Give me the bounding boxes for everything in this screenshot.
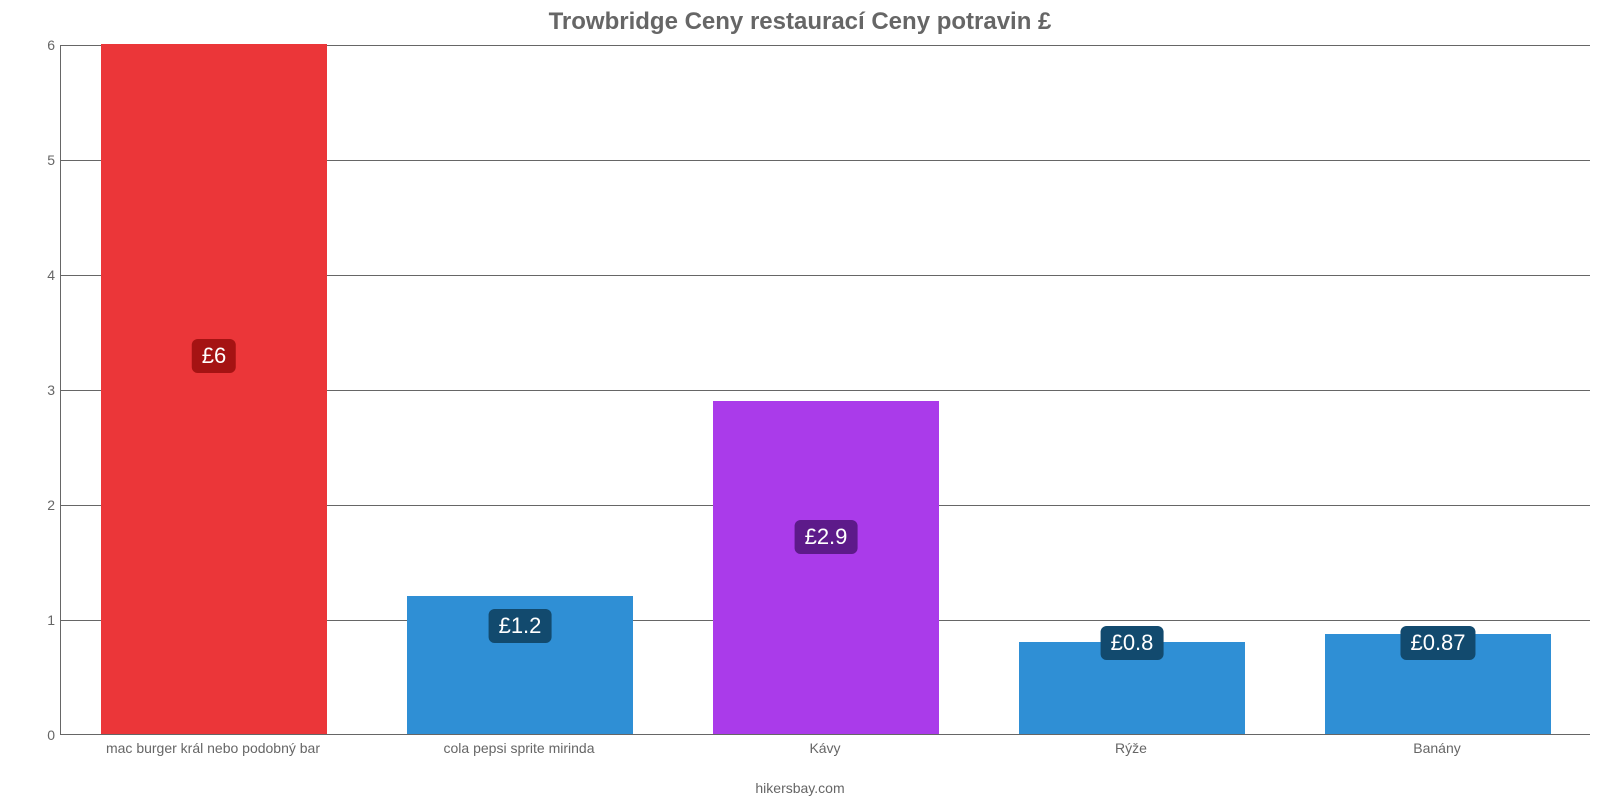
y-tick-label: 6	[15, 37, 55, 53]
plot-area: £6 £1.2 £2.9 £0.8 £0.87	[60, 45, 1590, 735]
y-tick-label: 1	[15, 612, 55, 628]
bar-value-label: £2.9	[795, 520, 858, 554]
y-tick-label: 2	[15, 497, 55, 513]
x-tick-label: Kávy	[809, 740, 840, 756]
y-tick-label: 0	[15, 727, 55, 743]
x-tick-label: Banány	[1413, 740, 1460, 756]
chart-title: Trowbridge Ceny restaurací Ceny potravin…	[0, 8, 1600, 36]
x-tick-label: cola pepsi sprite mirinda	[444, 740, 595, 756]
bar-value-label: £0.8	[1101, 626, 1164, 660]
x-tick-label: mac burger král nebo podobný bar	[106, 740, 320, 756]
y-tick-label: 4	[15, 267, 55, 283]
y-tick-label: 5	[15, 152, 55, 168]
bar-value-label: £6	[192, 339, 236, 373]
price-bar-chart: Trowbridge Ceny restaurací Ceny potravin…	[0, 0, 1600, 800]
x-tick-label: Rýže	[1115, 740, 1147, 756]
bar-value-label: £1.2	[489, 609, 552, 643]
price-bar	[713, 401, 939, 735]
price-bar	[101, 44, 327, 734]
bar-value-label: £0.87	[1400, 626, 1475, 660]
attribution-text: hikersbay.com	[0, 780, 1600, 796]
y-tick-label: 3	[15, 382, 55, 398]
